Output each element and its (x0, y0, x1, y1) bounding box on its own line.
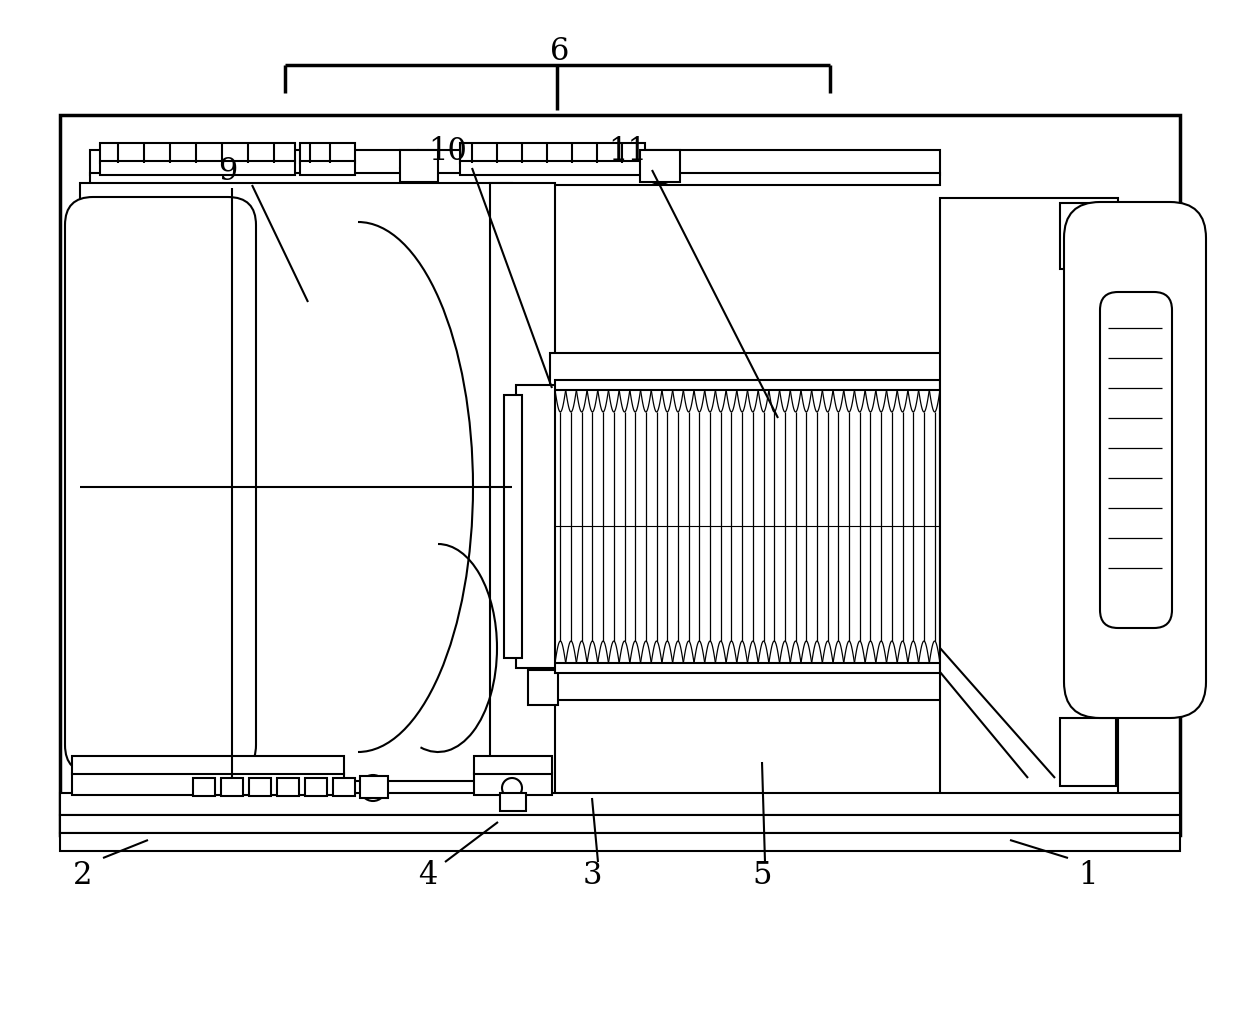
FancyBboxPatch shape (64, 197, 255, 773)
Bar (60, 815, 1180, 833)
Text: 10: 10 (429, 136, 467, 168)
Bar (60, 115, 1180, 835)
Bar (72, 773, 343, 795)
Bar (100, 161, 295, 175)
Bar (81, 183, 512, 781)
Bar (60, 833, 1180, 851)
Text: 5: 5 (753, 860, 771, 891)
Bar (1060, 718, 1116, 786)
Bar (72, 756, 343, 774)
Text: 11: 11 (609, 136, 647, 168)
Bar (277, 778, 299, 796)
Bar (460, 143, 645, 163)
Bar (503, 395, 522, 658)
Bar (360, 776, 388, 798)
Circle shape (360, 775, 386, 801)
Circle shape (401, 150, 436, 186)
Bar (516, 385, 556, 668)
Bar (1060, 203, 1116, 269)
Bar (300, 161, 355, 175)
Text: 9: 9 (218, 157, 238, 188)
FancyBboxPatch shape (1100, 292, 1172, 628)
Text: 6: 6 (551, 36, 569, 68)
Bar (305, 778, 327, 796)
Circle shape (502, 778, 522, 798)
Bar (474, 773, 552, 795)
Bar (556, 380, 940, 673)
Text: 1: 1 (1079, 860, 1097, 891)
Bar (91, 173, 940, 185)
Bar (91, 150, 940, 175)
Bar (640, 150, 680, 182)
Circle shape (644, 152, 676, 184)
Text: 4: 4 (418, 860, 438, 891)
Bar (460, 161, 645, 175)
Bar (221, 778, 243, 796)
Bar (300, 143, 355, 163)
Text: 2: 2 (73, 860, 93, 891)
Bar (334, 778, 355, 796)
Text: 3: 3 (583, 860, 601, 891)
FancyBboxPatch shape (1064, 202, 1207, 718)
Bar (249, 778, 272, 796)
Bar (100, 143, 295, 163)
Bar (551, 354, 985, 700)
Bar (474, 756, 552, 774)
Bar (490, 183, 556, 795)
Bar (193, 778, 215, 796)
Bar (401, 150, 438, 182)
Bar (940, 198, 1118, 794)
Bar (528, 670, 558, 705)
Bar (60, 793, 1180, 815)
Bar (500, 793, 526, 811)
